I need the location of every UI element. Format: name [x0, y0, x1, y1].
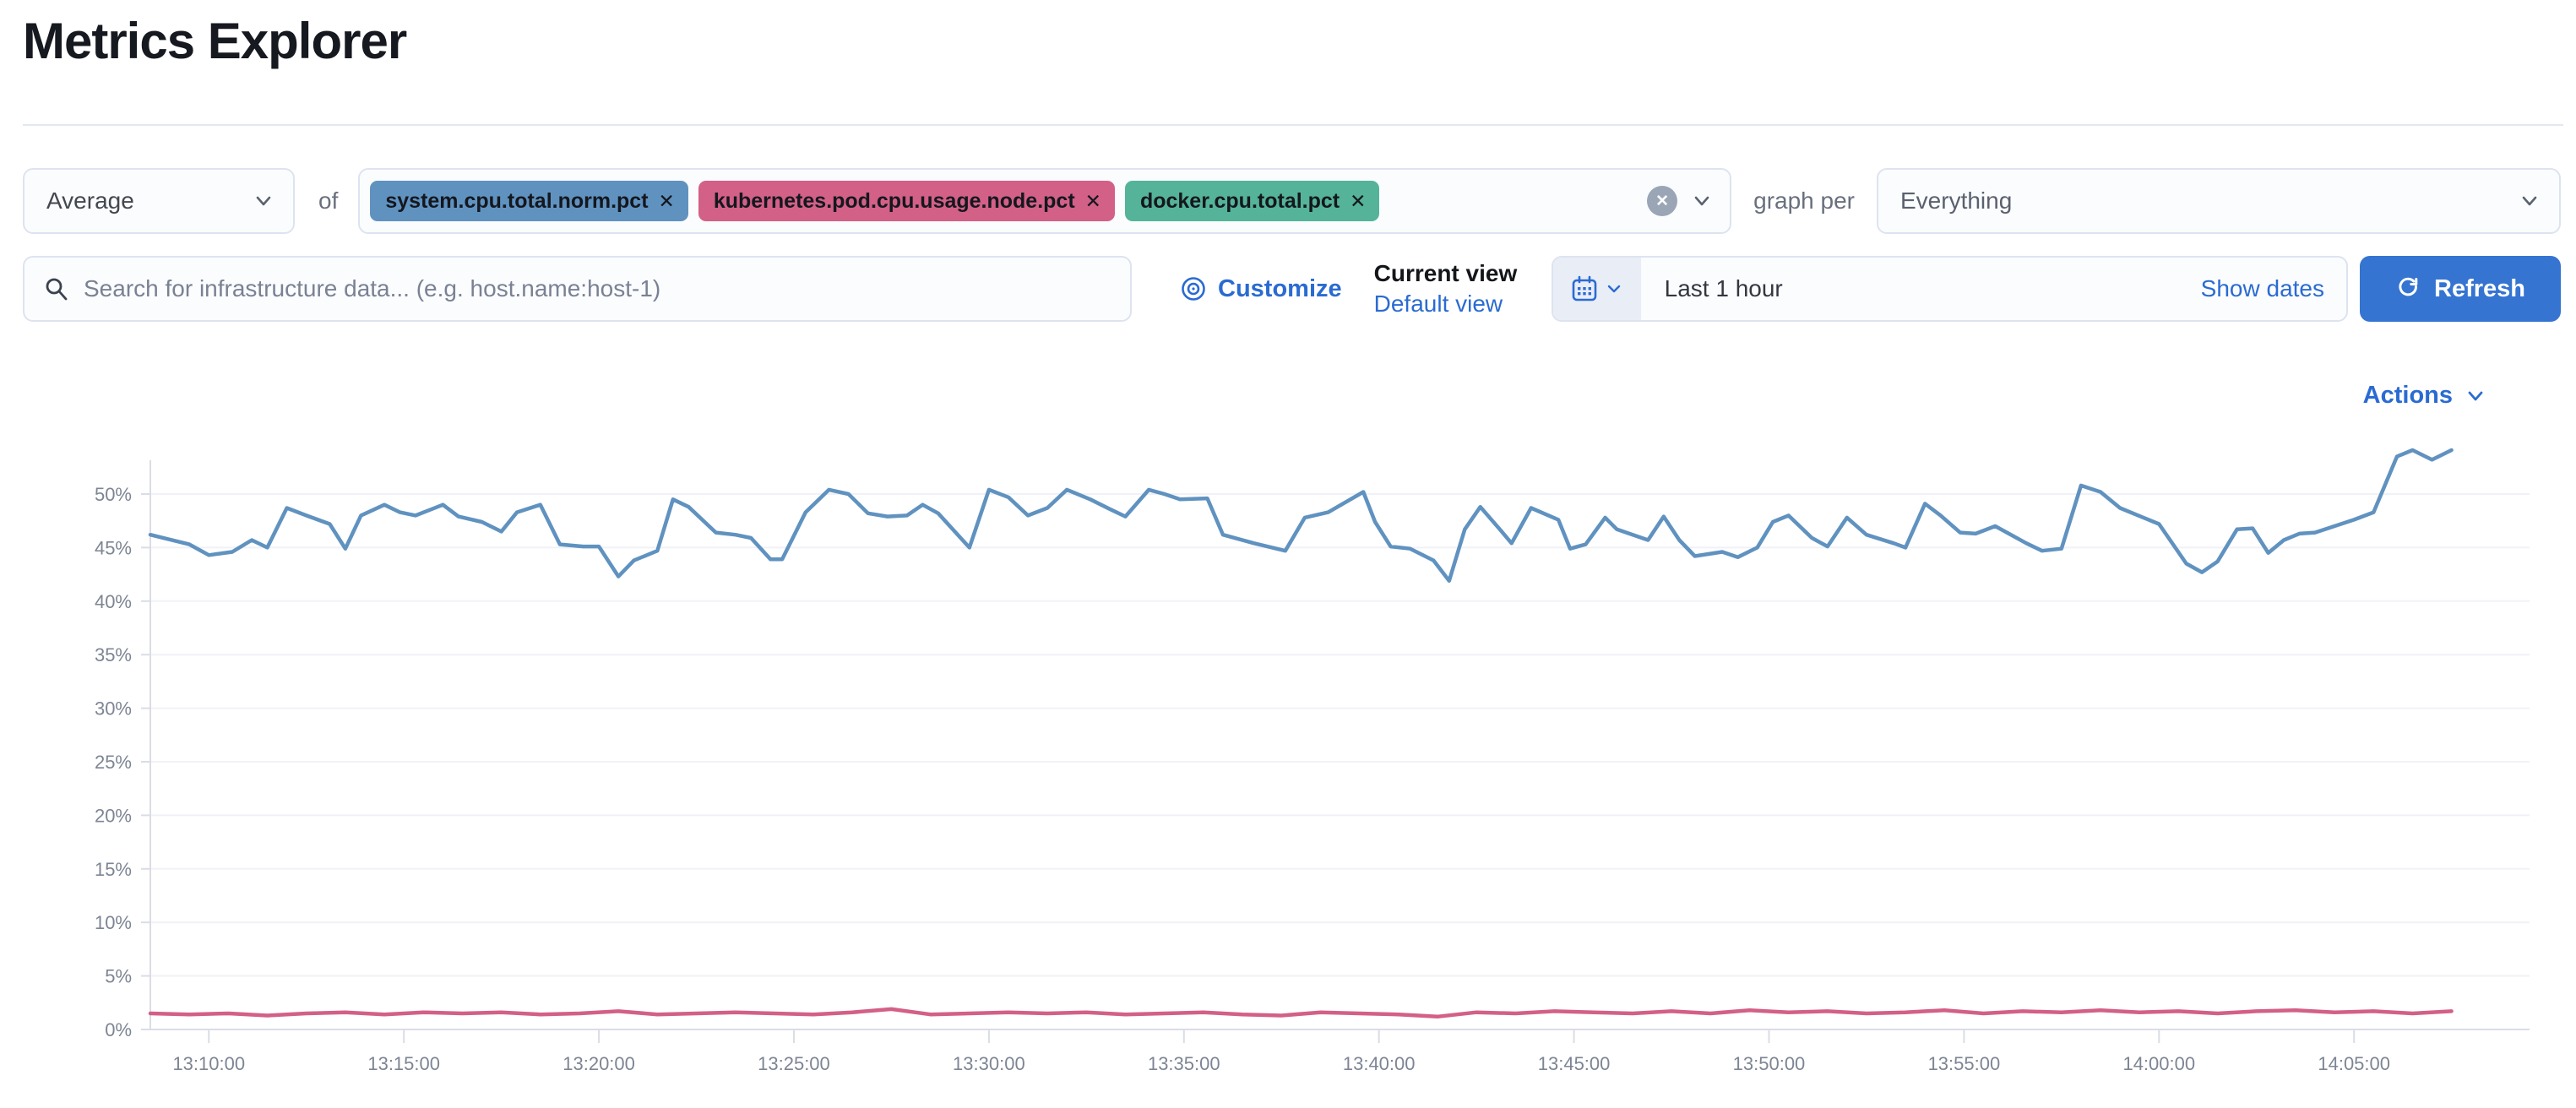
customize-button[interactable]: Customize: [1179, 274, 1342, 303]
metric-pill-label: kubernetes.pod.cpu.usage.node.pct: [713, 188, 1075, 213]
saved-view-control: Current view Default view: [1374, 260, 1528, 318]
x-axis-label: 13:30:00: [953, 1053, 1025, 1074]
y-axis-label: 10%: [95, 912, 132, 933]
remove-metric-icon[interactable]: ✕: [658, 189, 675, 212]
x-axis-label: 13:15:00: [367, 1053, 440, 1074]
aggregation-select[interactable]: Average: [23, 168, 295, 234]
y-axis-label: 0%: [105, 1019, 132, 1040]
current-view-label: Current view: [1373, 260, 1518, 286]
chevron-down-icon: [2468, 391, 2483, 400]
y-axis-label: 50%: [95, 484, 132, 505]
metric-pill-list: system.cpu.total.norm.pct ✕ kubernetes.pod…: [370, 181, 1380, 221]
header-divider: [23, 124, 2563, 126]
metrics-combobox[interactable]: system.cpu.total.norm.pct ✕ kubernetes.pod…: [358, 168, 1732, 234]
x-axis-label: 14:00:00: [2122, 1053, 2195, 1074]
search-icon: [46, 278, 68, 301]
x-axis-label: 13:40:00: [1343, 1053, 1416, 1074]
date-picker-menu-button[interactable]: [1552, 258, 1641, 320]
metrics-toolbar: Average of system.cpu.total.norm.pct ✕ kub…: [23, 168, 2561, 234]
metric-pill[interactable]: system.cpu.total.norm.pct ✕: [370, 181, 688, 221]
actions-label: Actions: [2362, 382, 2453, 409]
group-by-value: Everything: [1900, 187, 2013, 214]
y-axis-label: 35%: [95, 644, 132, 665]
search-box[interactable]: [23, 256, 1132, 322]
chevron-down-icon[interactable]: [1689, 188, 1715, 214]
x-axis-label: 13:10:00: [172, 1053, 245, 1074]
y-axis-label: 15%: [95, 859, 132, 880]
x-axis-label: 14:05:00: [2318, 1053, 2390, 1074]
time-range-value[interactable]: Last 1 hour: [1664, 275, 1783, 301]
refresh-icon: [2399, 277, 2418, 296]
group-by-select[interactable]: Everything: [1877, 168, 2561, 234]
x-axis-label: 13:20:00: [562, 1053, 635, 1074]
time-range-picker: Last 1 hour Show dates: [1551, 256, 2348, 322]
remove-metric-icon[interactable]: ✕: [1350, 189, 1367, 212]
y-axis-label: 20%: [95, 805, 132, 826]
y-axis-label: 30%: [95, 698, 132, 720]
actions-menu-button[interactable]: Actions: [2363, 382, 2488, 410]
search-input[interactable]: [84, 275, 1111, 302]
x-axis-label: 13:45:00: [1538, 1053, 1611, 1074]
y-axis-label: 5%: [105, 966, 132, 987]
of-label: of: [318, 187, 339, 214]
chevron-down-icon: [2522, 196, 2537, 206]
page-title: Metrics Explorer: [23, 13, 407, 69]
calendar-icon: [1572, 275, 1596, 301]
series-line-system.cpu.total.norm.pct: [148, 448, 2454, 583]
y-axis-label: 25%: [95, 752, 132, 773]
y-axis-label: 40%: [95, 591, 132, 612]
chevron-down-icon: [1607, 285, 1620, 293]
metric-pill-label: system.cpu.total.norm.pct: [385, 188, 649, 213]
clear-metrics-icon[interactable]: ✕: [1647, 186, 1678, 216]
metric-pill[interactable]: docker.cpu.total.pct ✕: [1124, 181, 1380, 221]
chevron-down-icon: [256, 196, 271, 206]
combobox-controls: ✕: [1647, 186, 1715, 216]
aggregation-value: Average: [46, 187, 134, 214]
refresh-label: Refresh: [2434, 274, 2525, 302]
graph-per-label: graph per: [1753, 187, 1855, 214]
y-axis-label: 45%: [95, 537, 132, 558]
x-axis-label: 13:55:00: [1928, 1053, 2001, 1074]
metrics-chart: 0% 5% 10% 15% 20% 25% 30% 35% 40% 45% 50% 13:10:00 1…: [95, 448, 2530, 1074]
remove-metric-icon[interactable]: ✕: [1084, 189, 1101, 212]
show-dates-link[interactable]: Show dates: [2200, 275, 2324, 301]
series-line-kubernetes.pod.cpu.usage.node.pct: [148, 1007, 2454, 1019]
x-axis-label: 13:25:00: [758, 1053, 830, 1074]
customize-label: Customize: [1218, 274, 1342, 302]
x-axis-label: 13:50:00: [1733, 1053, 1806, 1074]
bullseye-icon: [1182, 277, 1205, 301]
saved-view-link[interactable]: Default view: [1373, 291, 1503, 317]
query-toolbar: Customize Current view Default view: [23, 256, 2561, 322]
refresh-button[interactable]: Refresh: [2360, 256, 2561, 322]
x-axis-label: 13:35:00: [1148, 1053, 1220, 1074]
metric-pill[interactable]: kubernetes.pod.cpu.usage.node.pct ✕: [698, 181, 1115, 221]
metric-pill-label: docker.cpu.total.pct: [1139, 188, 1340, 213]
